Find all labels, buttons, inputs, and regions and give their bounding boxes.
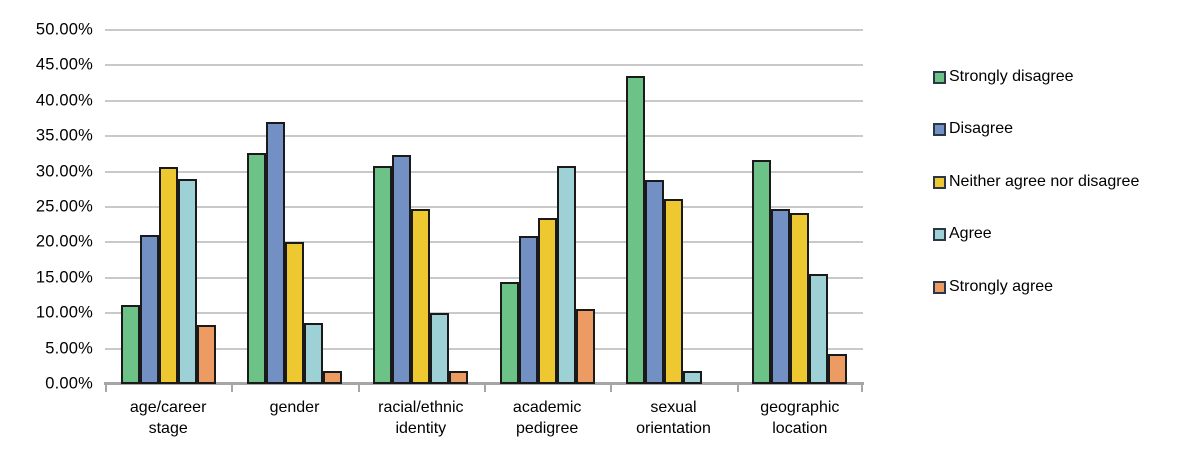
gridline-10 (105, 312, 863, 315)
x-axis-tick (610, 382, 613, 392)
gridline-50 (105, 29, 863, 31)
legend-entry-agree: Agree (933, 225, 992, 243)
legend-label: Strongly agree (949, 278, 1054, 295)
x-axis-tick (231, 382, 234, 392)
x-axis-tick (736, 382, 739, 392)
bar-neither-agree-nor-disagree-gender (285, 242, 304, 384)
x-axis-category-label-gender: gender (269, 399, 320, 416)
bar-strongly-agree-geographic (828, 354, 848, 384)
gridline-40 (105, 99, 863, 102)
bar-strongly-disagree-sexual (626, 76, 645, 384)
bar-disagree-age-career (139, 234, 159, 384)
y-axis-tick-label: 15.00% (35, 268, 93, 287)
gridline-20 (105, 241, 863, 244)
legend-entry-neither-agree-nor-disagree: Neither agree nor disagree (933, 173, 1139, 191)
legend-marker-disagree (933, 122, 946, 136)
legend-label: Neither agree nor disagree (949, 173, 1140, 190)
bar-strongly-disagree-racial-ethnic (373, 165, 393, 384)
plot-area (104, 29, 864, 392)
bar-strongly-agree-racial-ethnic (449, 370, 469, 384)
gridline-25 (105, 206, 863, 208)
x-axis-tick (357, 382, 360, 392)
bar-agree-geographic (809, 274, 829, 384)
x-axis-tick (861, 382, 863, 392)
bar-disagree-sexual (645, 180, 664, 384)
gridline-5 (105, 347, 863, 350)
x-axis-category-label-age-career: age/career stage (129, 399, 207, 437)
y-axis-tick-label: 0.00% (45, 374, 93, 393)
y-axis-tick-label: 20.00% (35, 232, 93, 251)
bar-neither-agree-nor-disagree-racial-ethnic (411, 209, 431, 384)
bar-strongly-agree-gender (323, 370, 342, 384)
bar-neither-agree-nor-disagree-geographic (790, 213, 810, 384)
bar-strongly-disagree-academic (499, 282, 519, 384)
bar-neither-agree-nor-disagree-sexual (664, 199, 683, 384)
bar-disagree-academic (518, 236, 538, 384)
legend: Strongly disagree Disagree Neither agree n… (933, 0, 1204, 469)
legend-marker-agree (933, 227, 946, 241)
x-axis-category-label-sexual: sexual orientation (636, 399, 711, 437)
bar-neither-agree-nor-disagree-academic (537, 217, 557, 384)
gridline-45 (105, 64, 863, 67)
bar-neither-agree-nor-disagree-age-career (158, 167, 178, 384)
legend-marker-strongly-agree (933, 280, 946, 294)
y-axis-tick-label: 5.00% (45, 339, 93, 358)
y-axis-labels: 0.00% 5.00% 10.00% 15.00% 20.00% 25.00% 30.00%… (0, 21, 93, 393)
y-axis-tick-label: 35.00% (35, 126, 93, 145)
bar-agree-racial-ethnic (430, 312, 450, 384)
y-axis-tick-label: 40.00% (35, 91, 93, 110)
x-axis-category-label-academic: academic pedigree (512, 399, 582, 437)
bar-disagree-gender (266, 122, 285, 384)
bar-strongly-disagree-gender (247, 153, 266, 384)
x-axis-category-label-geographic: geographic location (760, 399, 840, 437)
bar-disagree-geographic (771, 209, 791, 384)
legend-label: Disagree (949, 120, 1014, 137)
x-axis-tick (484, 382, 486, 392)
legend-label: Agree (949, 225, 992, 242)
bar-agree-age-career (177, 179, 197, 384)
legend-entry-disagree: Disagree (933, 120, 1013, 138)
bar-strongly-disagree-geographic (752, 159, 772, 384)
y-axis-tick-label: 10.00% (35, 303, 93, 322)
bar-strongly-agree-academic (575, 308, 595, 384)
legend-entry-strongly-disagree: Strongly disagree (933, 68, 1074, 86)
legend-label: Strongly disagree (949, 68, 1074, 85)
bar-disagree-racial-ethnic (392, 155, 412, 384)
bar-agree-academic (556, 165, 576, 384)
bar-strongly-agree-age-career (196, 325, 216, 384)
x-axis-tick (105, 382, 107, 392)
bar-strongly-disagree-age-career (120, 305, 140, 384)
x-axis-category-label-racial-ethnic: racial/ethnic identity (378, 399, 464, 437)
y-axis-tick-label: 50.00% (35, 20, 93, 39)
y-axis-tick-label: 45.00% (35, 55, 93, 74)
bar-agree-sexual (683, 370, 702, 384)
gridline-30 (105, 170, 863, 173)
legend-entry-strongly-agree: Strongly agree (933, 278, 1053, 296)
y-axis-tick-label: 25.00% (35, 197, 93, 216)
gridline-15 (105, 276, 863, 279)
legend-marker-neither-agree-nor-disagree (933, 175, 946, 189)
bar-agree-gender (304, 323, 323, 384)
legend-marker-strongly-disagree (933, 70, 946, 84)
y-axis-tick-label: 30.00% (35, 162, 93, 181)
gridline-35 (105, 135, 863, 138)
